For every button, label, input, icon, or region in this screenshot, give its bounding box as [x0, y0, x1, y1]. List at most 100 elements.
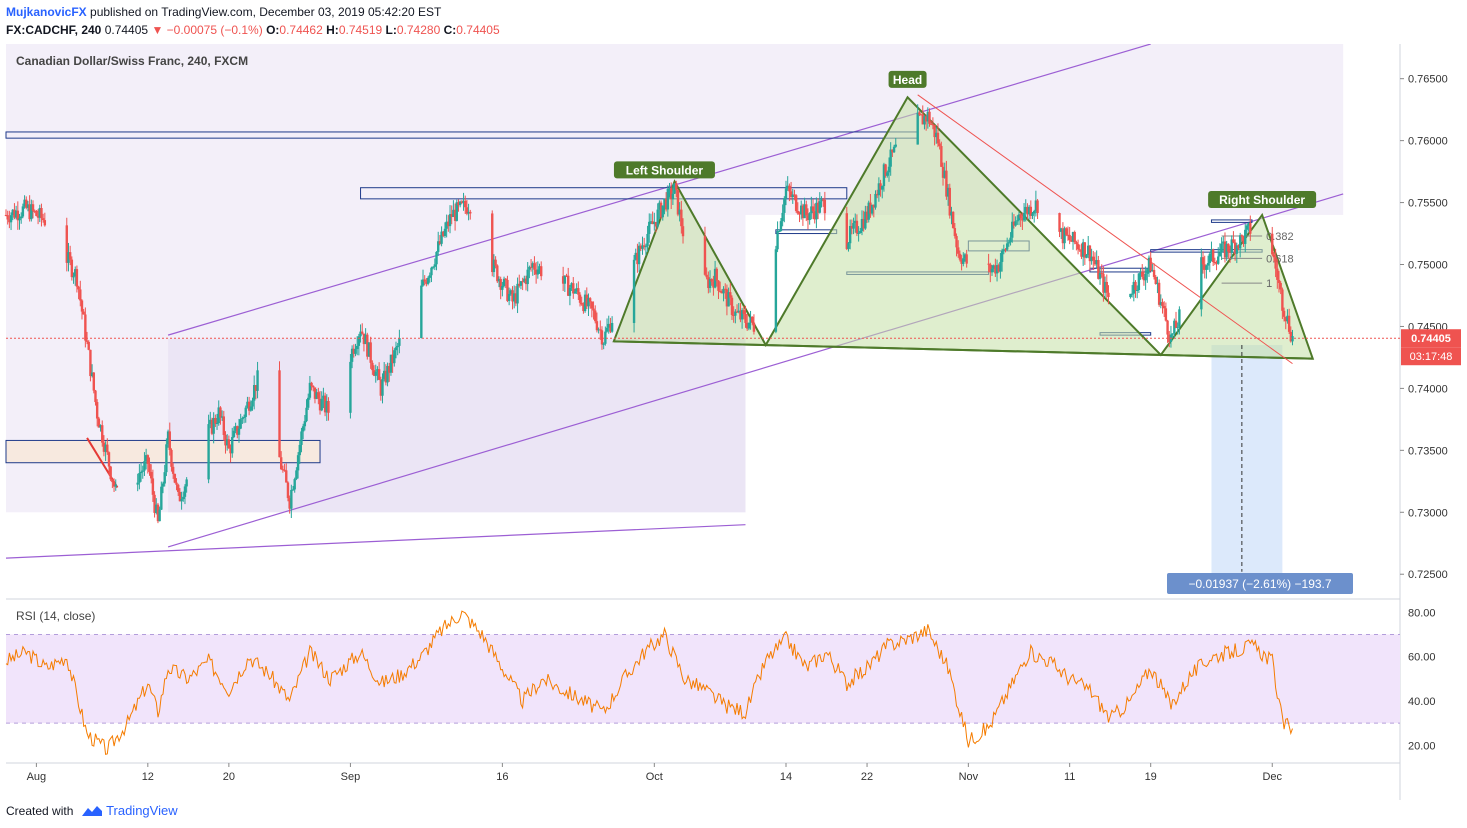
candle-body[interactable]	[536, 269, 540, 275]
candle-body[interactable]	[1208, 253, 1211, 263]
candle-body[interactable]	[1011, 221, 1014, 238]
candle-body[interactable]	[514, 293, 518, 304]
candle-body[interactable]	[310, 382, 313, 386]
candle-body[interactable]	[632, 259, 636, 323]
candle-body[interactable]	[286, 482, 290, 499]
candle-body[interactable]	[136, 482, 139, 485]
candle-body[interactable]	[252, 385, 256, 401]
candle-body[interactable]	[423, 279, 426, 282]
candle-body[interactable]	[74, 269, 77, 277]
candle-body[interactable]	[1238, 235, 1242, 249]
candle-body[interactable]	[1215, 262, 1218, 264]
candle-body[interactable]	[940, 146, 943, 167]
candle-body[interactable]	[1235, 245, 1238, 254]
candle-body[interactable]	[38, 208, 41, 218]
candle-body[interactable]	[724, 288, 727, 290]
candle-body[interactable]	[590, 301, 594, 309]
candle-body[interactable]	[516, 283, 519, 304]
candle-body[interactable]	[604, 331, 607, 344]
candle-body[interactable]	[23, 199, 26, 207]
candle-body[interactable]	[936, 132, 940, 144]
candle-body[interactable]	[155, 504, 158, 513]
candle-body[interactable]	[313, 387, 317, 399]
candle-body[interactable]	[953, 228, 957, 237]
candle-body[interactable]	[220, 416, 224, 418]
candle-body[interactable]	[464, 200, 467, 208]
candle-body[interactable]	[139, 471, 143, 474]
candle-body[interactable]	[501, 285, 504, 290]
candle-body[interactable]	[25, 199, 28, 208]
candle-body[interactable]	[312, 385, 315, 388]
candle-body[interactable]	[648, 221, 651, 234]
candle-body[interactable]	[818, 201, 821, 213]
candle-body[interactable]	[600, 330, 604, 345]
candle-body[interactable]	[438, 241, 442, 244]
candle-body[interactable]	[854, 220, 857, 224]
candle-body[interactable]	[678, 209, 681, 215]
candle-body[interactable]	[886, 172, 889, 176]
candle-body[interactable]	[727, 292, 730, 307]
candle-body[interactable]	[725, 289, 729, 307]
candle-body[interactable]	[634, 252, 637, 260]
candle-body[interactable]	[531, 263, 534, 268]
candle-body[interactable]	[1061, 228, 1065, 244]
candle-body[interactable]	[800, 205, 803, 215]
candle-body[interactable]	[1249, 223, 1252, 234]
candle-body[interactable]	[774, 249, 778, 332]
candle-body[interactable]	[1075, 242, 1078, 245]
candle-body[interactable]	[663, 198, 666, 206]
candle-body[interactable]	[13, 209, 16, 218]
candle-body[interactable]	[852, 223, 855, 229]
tradingview-brand[interactable]: TradingView	[106, 803, 178, 818]
candle-body[interactable]	[1222, 241, 1225, 244]
candle-body[interactable]	[254, 385, 258, 391]
candle-body[interactable]	[1129, 293, 1132, 298]
candle-body[interactable]	[708, 279, 712, 289]
candle-body[interactable]	[926, 111, 930, 122]
candle-body[interactable]	[1068, 234, 1071, 240]
candle-body[interactable]	[659, 202, 663, 218]
candle-body[interactable]	[283, 469, 286, 471]
candle-body[interactable]	[431, 266, 435, 268]
candle-body[interactable]	[860, 218, 864, 231]
candle-body[interactable]	[946, 187, 950, 197]
candle-body[interactable]	[398, 338, 401, 346]
candle-body[interactable]	[641, 245, 644, 249]
candle-body[interactable]	[290, 489, 293, 509]
candle-body[interactable]	[497, 278, 501, 282]
candle-body[interactable]	[364, 334, 367, 345]
candle-body[interactable]	[247, 401, 251, 411]
candle-body[interactable]	[592, 308, 595, 311]
candle-body[interactable]	[1142, 276, 1146, 281]
candle-body[interactable]	[737, 310, 740, 312]
candle-body[interactable]	[928, 111, 931, 124]
candle-body[interactable]	[1097, 260, 1100, 279]
candle-body[interactable]	[1244, 229, 1247, 245]
candle-body[interactable]	[367, 342, 371, 357]
candle-body[interactable]	[1026, 206, 1029, 215]
candle-body[interactable]	[803, 204, 806, 219]
candle-body[interactable]	[296, 455, 300, 471]
candle-body[interactable]	[362, 333, 366, 345]
candle-body[interactable]	[224, 435, 227, 446]
candle-body[interactable]	[1070, 239, 1073, 242]
candle-body[interactable]	[823, 199, 827, 214]
candle-body[interactable]	[278, 370, 281, 458]
candle-body[interactable]	[394, 347, 398, 351]
candle-body[interactable]	[1103, 281, 1107, 293]
candle-body[interactable]	[1105, 281, 1108, 293]
candle-body[interactable]	[1005, 243, 1009, 250]
candle-body[interactable]	[850, 225, 854, 229]
candle-body[interactable]	[999, 261, 1002, 272]
candle-body[interactable]	[109, 466, 112, 480]
candle-body[interactable]	[666, 188, 670, 210]
candle-body[interactable]	[359, 331, 362, 337]
candle-body[interactable]	[469, 211, 472, 214]
candle-body[interactable]	[447, 221, 450, 227]
candle-body[interactable]	[931, 124, 935, 126]
candle-body[interactable]	[752, 322, 756, 332]
candle-body[interactable]	[1095, 260, 1098, 265]
candle-body[interactable]	[1159, 302, 1163, 305]
candle-body[interactable]	[77, 286, 80, 290]
candle-body[interactable]	[1004, 249, 1007, 251]
